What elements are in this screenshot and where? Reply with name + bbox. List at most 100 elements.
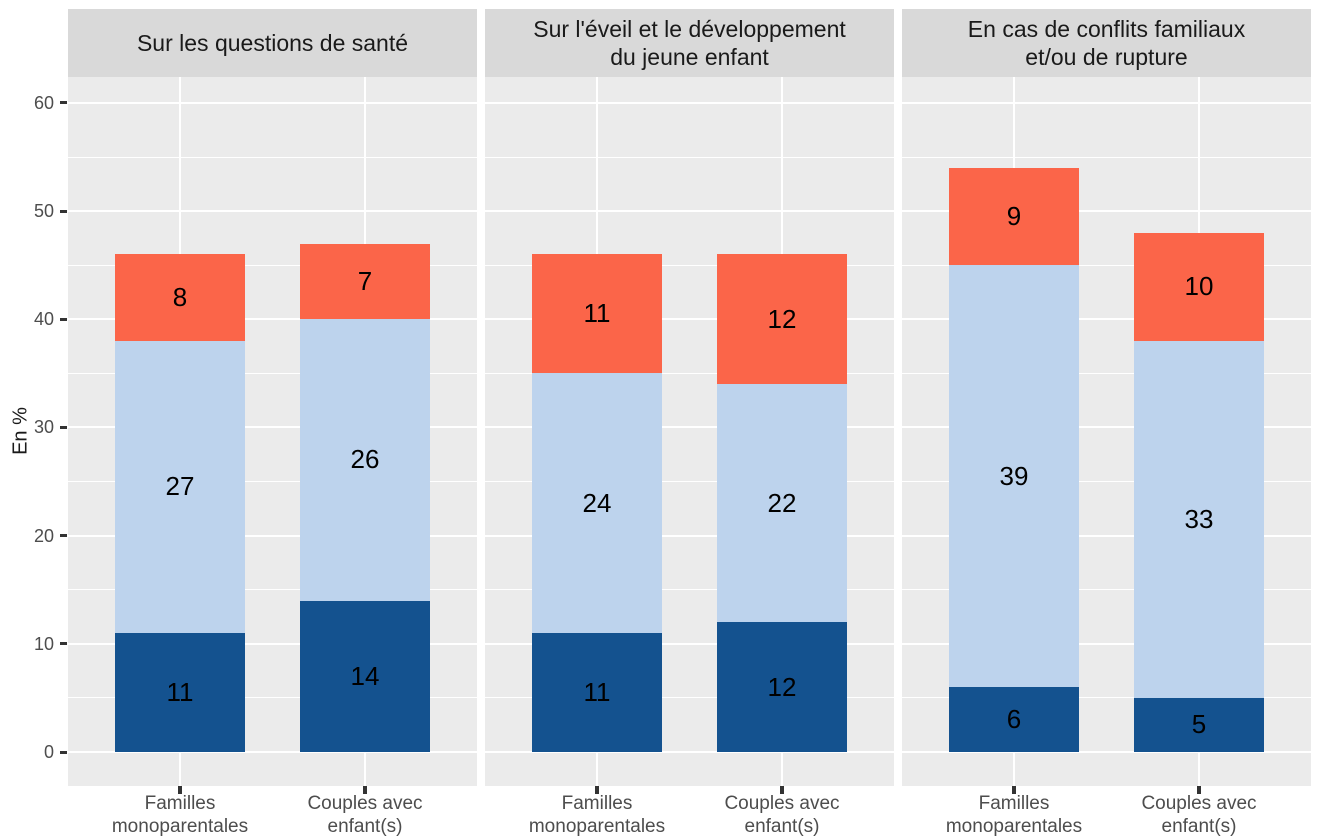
gridline-minor <box>68 264 477 266</box>
stacked-bar: 11 24 11 <box>532 254 662 752</box>
gridline-major <box>902 426 1311 429</box>
gridline-minor <box>485 589 894 591</box>
x-category-label-line: Familles <box>144 793 216 814</box>
bar-segment-orange-top: 12 <box>717 254 847 385</box>
gridline-major <box>68 751 477 753</box>
panel-plot-area: 9 39 6 10 33 5 <box>902 77 1311 786</box>
gridline-minor <box>68 481 477 483</box>
x-category-label-line: Couples avec <box>307 793 423 814</box>
bar-segment-orange-top: 7 <box>300 243 430 320</box>
bar-value-label: 14 <box>350 660 380 691</box>
bar-value-label: 9 <box>1006 201 1022 232</box>
y-tick-mark <box>60 317 67 321</box>
gridline-major <box>485 210 894 213</box>
gridline-minor <box>485 372 894 374</box>
bar-segment-light-blue-middle: 24 <box>532 373 662 633</box>
x-category-label-line: enfant(s) <box>327 816 403 837</box>
bar-segment-dark-blue-bottom: 14 <box>300 600 430 752</box>
stacked-bar: 9 39 6 <box>949 167 1079 752</box>
gridline-major <box>68 642 477 645</box>
x-tick-mark <box>780 786 784 794</box>
bar-value-label: 24 <box>582 487 612 518</box>
panel-title-line: Sur les questions de santé <box>136 30 409 56</box>
x-category-label-line: monoparentales <box>528 816 666 837</box>
gridline-minor <box>68 372 477 374</box>
bar-value-label: 5 <box>1191 709 1207 740</box>
bar-segment-dark-blue-bottom: 11 <box>532 633 662 752</box>
gridline-major <box>902 101 1311 104</box>
y-tick-label: 50 <box>33 201 54 222</box>
bar-segment-light-blue-middle: 27 <box>115 340 245 633</box>
x-tick-mark <box>1197 786 1201 794</box>
bar-value-label: 8 <box>172 282 188 313</box>
x-tick-mark <box>595 786 599 794</box>
panel-title-line: et/ou de rupture <box>1025 44 1188 70</box>
gridline-major <box>902 318 1311 321</box>
x-category-label-line: Couples avec <box>724 793 840 814</box>
bar-segment-dark-blue-bottom: 12 <box>717 622 847 752</box>
bar-segment-dark-blue-bottom: 6 <box>949 687 1079 752</box>
stacked-bar: 12 22 12 <box>717 254 847 752</box>
y-tick-label: 20 <box>33 525 54 546</box>
stacked-bar: 8 27 11 <box>115 254 245 752</box>
bar-value-label: 33 <box>1184 503 1214 534</box>
gridline-major <box>902 751 1311 753</box>
gridline-major <box>902 642 1311 645</box>
y-tick-label: 60 <box>33 92 54 113</box>
bar-segment-orange-top: 8 <box>115 254 245 341</box>
x-category-label: Couples avec enfant(s) <box>255 792 475 838</box>
gridline-minor <box>485 156 894 158</box>
panel-plot-area: 11 24 11 12 22 12 <box>485 77 894 786</box>
gridline-major <box>485 318 894 321</box>
bar-value-label: 11 <box>166 676 194 707</box>
bar-segment-dark-blue-bottom: 5 <box>1134 697 1264 752</box>
bar-value-label: 26 <box>350 444 380 475</box>
bar-value-label: 7 <box>357 265 373 296</box>
gridline-major <box>902 534 1311 537</box>
y-tick-label: 10 <box>33 633 54 654</box>
bar-segment-dark-blue-bottom: 11 <box>115 633 245 752</box>
gridline-major <box>68 534 477 537</box>
bar-segment-orange-top: 10 <box>1134 232 1264 341</box>
y-tick-mark <box>60 750 67 754</box>
bar-segment-light-blue-middle: 26 <box>300 319 430 601</box>
gridline-minor <box>485 481 894 483</box>
panel-title-line: En cas de conflits familiaux <box>967 16 1246 42</box>
x-category-label: Familles monoparentales <box>487 792 707 838</box>
bar-segment-light-blue-middle: 39 <box>949 265 1079 688</box>
x-tick-mark <box>363 786 367 794</box>
bar-value-label: 39 <box>999 460 1029 491</box>
bar-value-label: 11 <box>583 676 611 707</box>
x-category-label-line: Familles <box>978 793 1050 814</box>
x-category-label-line: Couples avec <box>1141 793 1257 814</box>
x-tick-mark <box>178 786 182 794</box>
bar-value-label: 10 <box>1184 271 1214 302</box>
gridline-minor <box>902 481 1311 483</box>
bar-value-label: 12 <box>767 303 797 334</box>
y-tick-label: 40 <box>33 309 54 330</box>
bar-value-label: 27 <box>165 471 195 502</box>
bar-segment-light-blue-middle: 33 <box>1134 340 1264 698</box>
gridline-major <box>485 751 894 753</box>
x-category-label-line: enfant(s) <box>744 816 820 837</box>
gridline-major <box>485 534 894 537</box>
bar-value-label: 11 <box>583 298 611 329</box>
y-tick-mark <box>60 534 67 538</box>
x-category-label-line: Familles <box>561 793 633 814</box>
panel-title-line: du jeune enfant <box>610 44 769 70</box>
stacked-bar: 10 33 5 <box>1134 232 1264 752</box>
stacked-bar: 7 26 14 <box>300 243 430 752</box>
x-category-label: Familles monoparentales <box>904 792 1124 838</box>
panel-strip: En cas de conflits familiaux et/ou de rup… <box>902 9 1311 77</box>
x-category-label-line: monoparentales <box>111 816 249 837</box>
panel-title-line: Sur l'éveil et le développement <box>533 16 846 42</box>
gridline-minor <box>68 697 477 699</box>
gridline-minor <box>902 264 1311 266</box>
y-tick-mark <box>60 101 67 105</box>
gridline-minor <box>902 697 1311 699</box>
gridline-major <box>68 101 477 104</box>
gridline-major <box>485 101 894 104</box>
bar-value-label: 22 <box>767 487 797 518</box>
gridline-major <box>485 426 894 429</box>
